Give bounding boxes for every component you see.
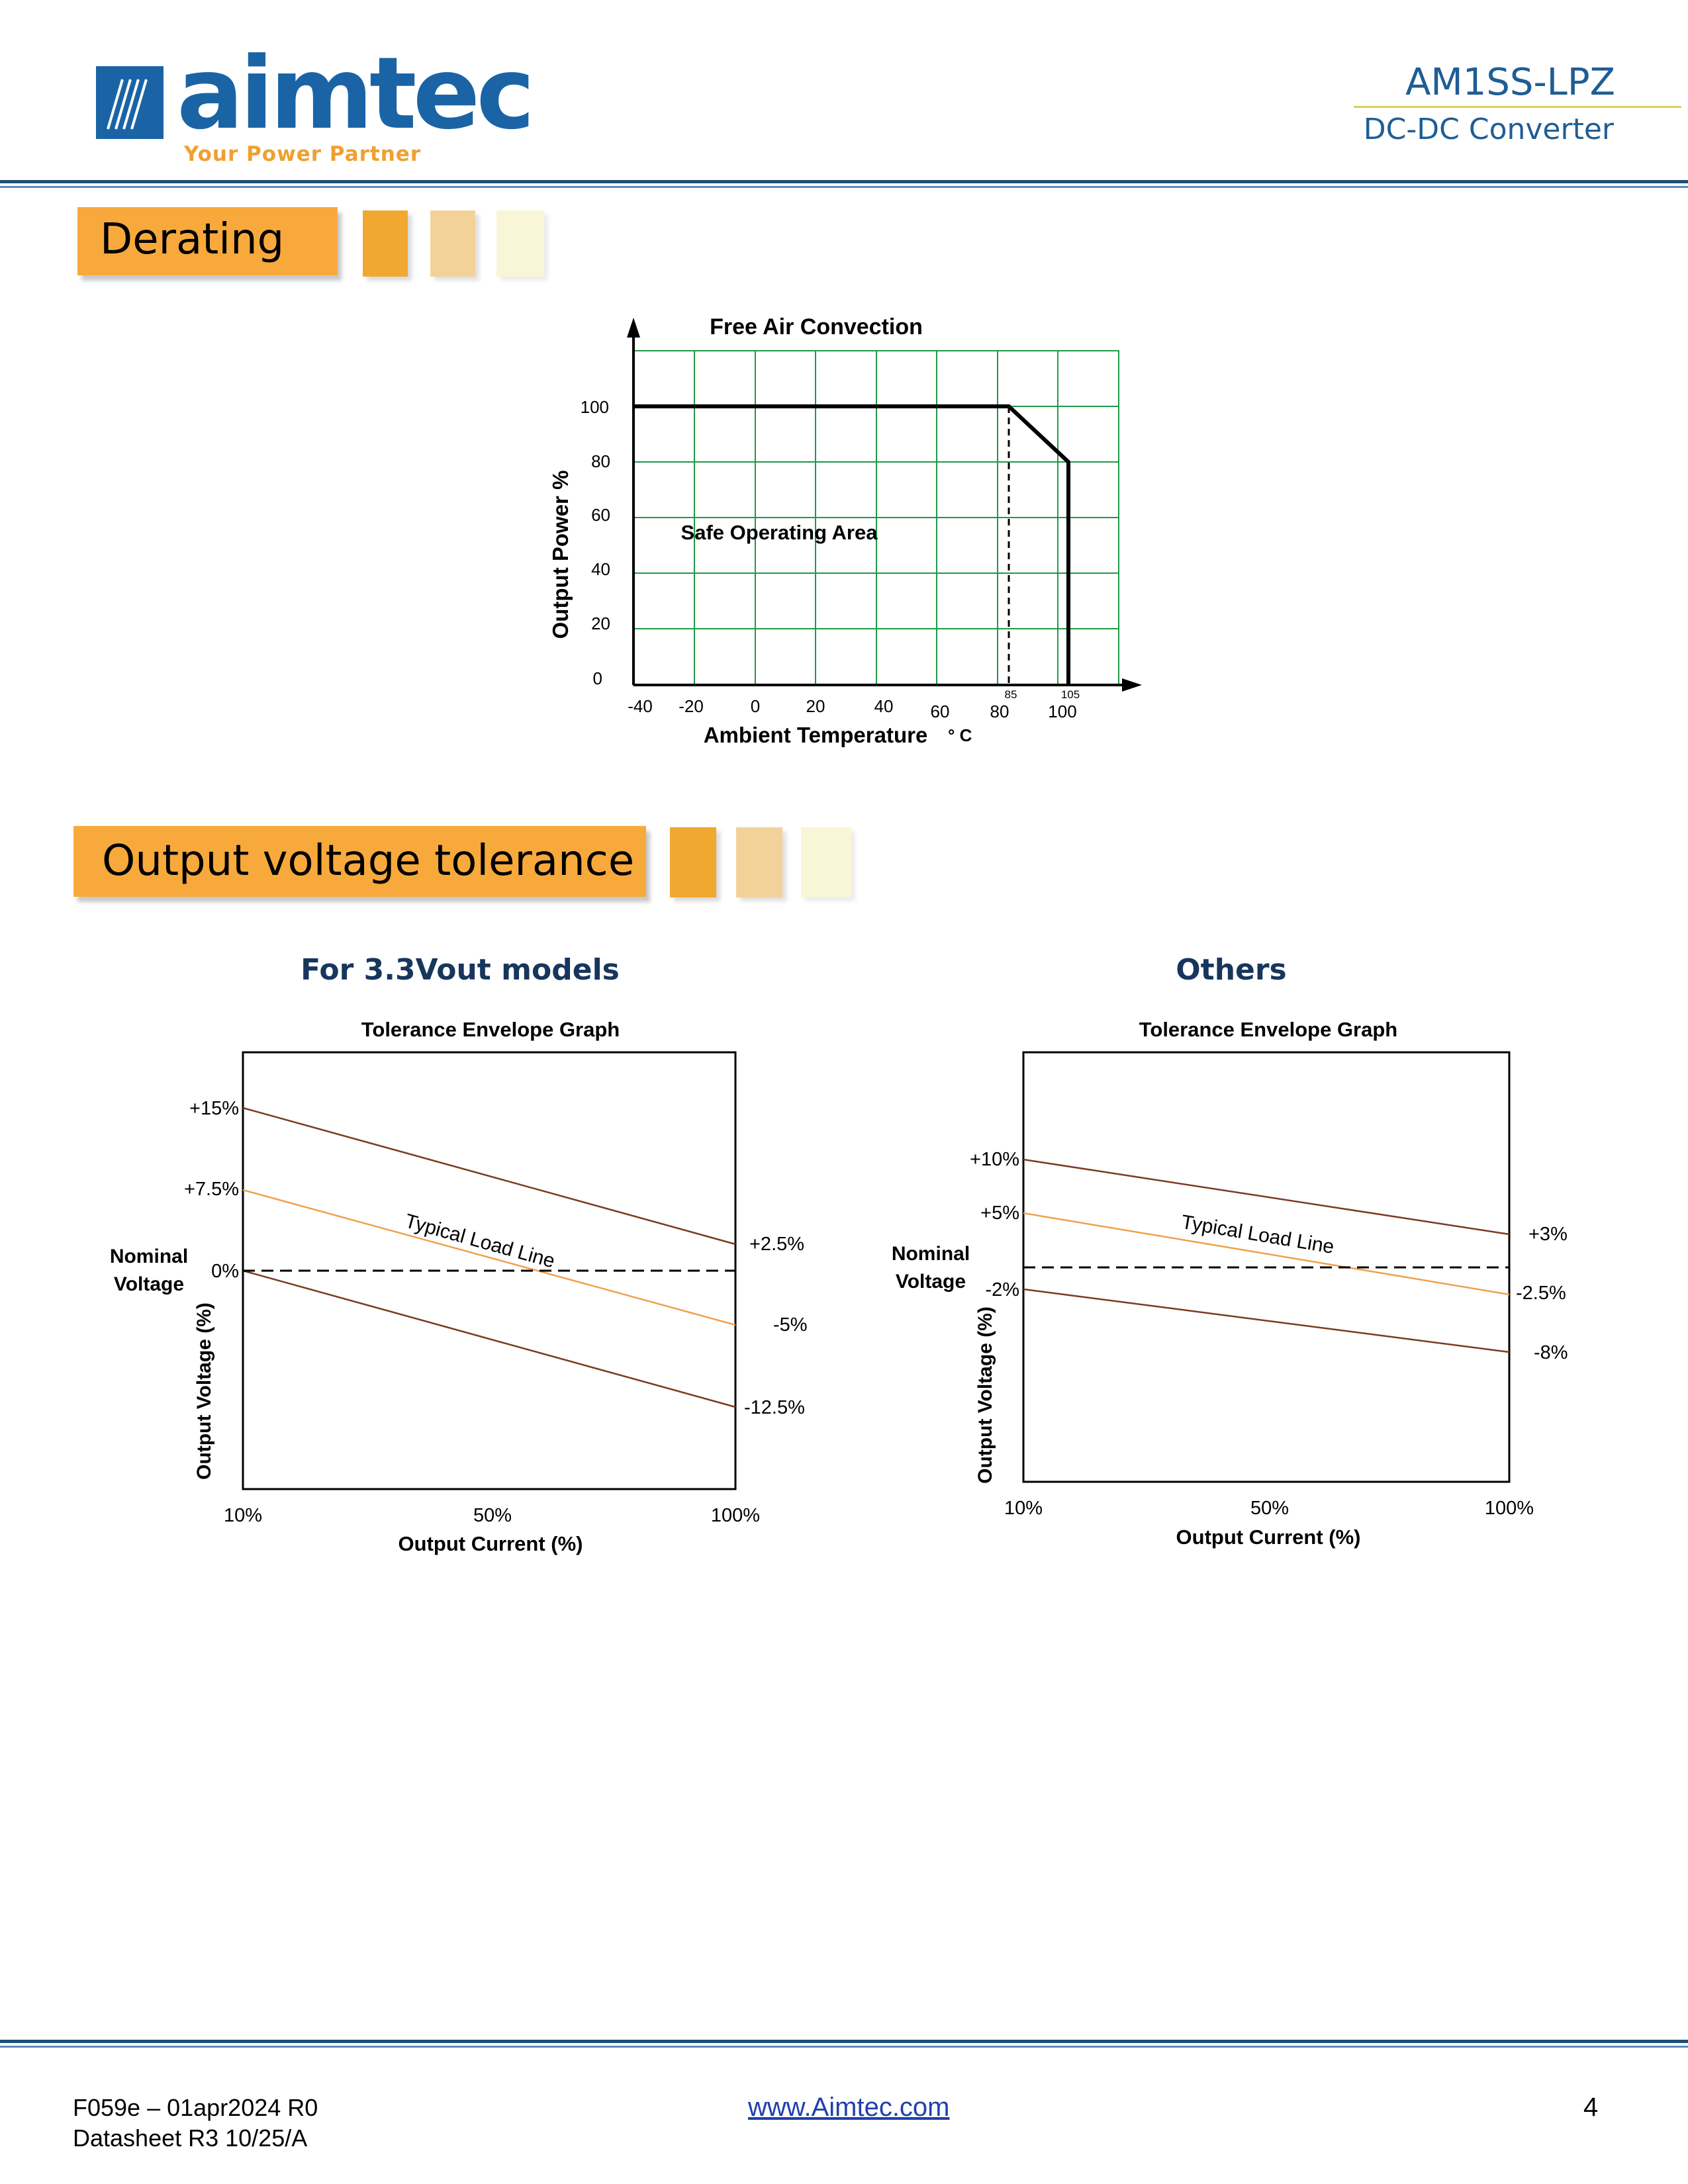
derating-grid [633,350,1119,686]
typical-load-line [242,1189,736,1326]
x-tick-label: 0 [751,696,760,716]
x-tick-label: -40 [628,696,653,716]
x-tick-label: 10% [1004,1498,1043,1519]
y-tick-label: 40 [591,559,610,579]
section-title: Output voltage tolerance [102,837,635,886]
typical-load-line [1023,1212,1510,1296]
left-label-upper: +15% [189,1098,239,1119]
x-tick-label: 100% [1485,1498,1534,1519]
right-label-typical: -5% [773,1314,808,1336]
y-tick-label: 100 [581,397,609,417]
typical-load-line-label: Typical Load Line [402,1210,557,1272]
left-label-typical: +5% [980,1203,1019,1224]
header-rule [1354,106,1681,108]
y-axis-arrow-icon [627,318,640,338]
y-tick-label: 20 [591,614,610,633]
right-label-lower: -12.5% [744,1397,805,1418]
footer-divider-thin [0,2046,1688,2048]
tolerance-graph-title: Tolerance Envelope Graph [1139,1018,1397,1041]
derating-curve [633,404,1070,685]
nominal-label-line2: Voltage [896,1271,966,1293]
tolerance-heading-3v3: For 3.3Vout models [301,953,620,987]
y-axis-title: Output Voltage (%) [193,1302,215,1480]
y-tick-label: 0 [593,668,602,688]
safe-area-label: Safe Operating Area [681,521,878,544]
right-label-typical: -2.5% [1516,1283,1566,1304]
y-tick-label: 80 [591,451,610,471]
x-tick-label: -20 [679,696,704,716]
x-tick-label: 100% [711,1505,760,1526]
nominal-label-line1: Nominal [110,1246,188,1267]
x-tick-label: 100 [1048,702,1076,721]
x-tick-label: 50% [1250,1498,1289,1519]
x-axis-title: Output Current (%) [399,1532,583,1555]
right-label-lower: -8% [1534,1342,1568,1363]
logo: aimtec Your Power Partner [96,44,535,175]
deco-block-2 [736,827,782,897]
model-title: AM1SS-LPZ [1405,61,1615,104]
y-tick-label: 60 [591,505,610,525]
logo-tagline: Your Power Partner [184,142,422,166]
marker-label-85: 85 [1005,688,1017,701]
footer-website-link[interactable]: www.Aimtec.com [748,2093,950,2122]
x-tick-label: 60 [931,702,950,721]
left-label-lower: -2% [985,1279,1019,1300]
left-label-typical: +7.5% [184,1179,239,1200]
section-title: Derating [100,215,285,264]
tolerance-chart-others: Tolerance Envelope Graph Typical Load Li… [892,1018,1568,1549]
nominal-label-line1: Nominal [892,1243,970,1265]
footer-datasheet-rev: Datasheet R3 10/25/A [73,2124,308,2152]
right-label-upper: +3% [1528,1224,1568,1245]
x-axis-title: Ambient Temperature [704,723,928,747]
section-header-derating: Derating [77,207,338,275]
page-number: 4 [1583,2093,1599,2122]
product-type: DC-DC Converter [1363,113,1614,146]
left-label-upper: +10% [970,1149,1019,1170]
header-divider-thin [0,186,1688,188]
deco-block-2 [430,210,475,277]
x-tick-label: 50% [473,1505,512,1526]
tolerance-graph-title: Tolerance Envelope Graph [361,1018,620,1041]
derating-chart: Free Air Convection Safe Operating Area … [548,314,1142,747]
footer-divider [0,2040,1688,2043]
upper-limit-line [242,1107,736,1246]
logo-mark-icon [96,66,164,139]
header-divider [0,180,1688,183]
tolerance-chart-3v3: Tolerance Envelope Graph Typical Load Li… [110,1018,808,1555]
section-header-tolerance: Output voltage tolerance [73,826,646,897]
derating-title: Free Air Convection [710,314,923,340]
deco-block-3 [496,210,544,277]
x-axis-unit: ° C [948,725,972,745]
lower-limit-line [1023,1288,1510,1353]
x-axis-title: Output Current (%) [1176,1525,1361,1549]
upper-limit-line [1023,1158,1510,1236]
y-axis-title: Output Voltage (%) [974,1306,996,1484]
nominal-label-line2: Voltage [114,1273,184,1295]
lower-limit-line [242,1269,736,1408]
x-tick-label: 10% [224,1505,262,1526]
x-axis-arrow-icon [1122,678,1142,692]
logo-wordmark: aimtec [177,36,535,152]
y-axis-title: Output Power % [548,471,573,639]
right-label-upper: +2.5% [749,1234,804,1255]
deco-block-3 [801,827,851,897]
marker-label-105: 105 [1061,688,1080,701]
x-tick-label: 40 [874,696,894,716]
deco-block-1 [670,827,716,897]
tolerance-heading-others: Others [1176,953,1287,987]
x-tick-label: 80 [990,702,1009,721]
left-label-nominal: 0% [211,1261,239,1282]
footer-form-code: F059e – 01apr2024 R0 [73,2094,318,2121]
x-tick-label: 20 [806,696,825,716]
typical-load-line-label: Typical Load Line [1180,1211,1336,1258]
deco-block-1 [363,210,408,277]
